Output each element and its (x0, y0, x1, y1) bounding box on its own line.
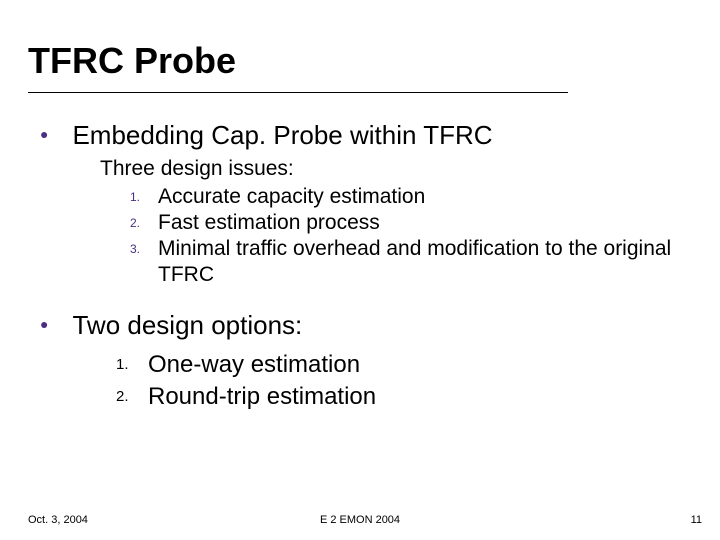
list-text: One-way estimation (148, 350, 360, 380)
list-text: Round-trip estimation (148, 382, 376, 412)
section1-heading: Embedding Cap. Probe within TFRC (72, 120, 492, 150)
section1-sublist: Three design issues: 1. Accurate capacit… (100, 156, 680, 288)
section1-intro: Three design issues: (100, 156, 680, 182)
list-number: 1. (130, 184, 158, 210)
spacer (40, 288, 680, 302)
bullet-section-2: ● Two design options: (40, 310, 680, 340)
list-number: 3. (130, 236, 158, 262)
title-underline (28, 92, 568, 93)
list-number: 2. (116, 382, 148, 412)
dot-bullet-icon: ● (40, 310, 48, 338)
list-text: Fast estimation process (158, 210, 380, 236)
list-item: 1. One-way estimation (116, 350, 680, 380)
dot-bullet-icon: ● (40, 120, 48, 148)
slide: TFRC Probe ● Embedding Cap. Probe within… (0, 0, 720, 540)
footer-page-number: 11 (691, 514, 702, 526)
bullet-section-1: ● Embedding Cap. Probe within TFRC (40, 120, 680, 150)
section2-heading: Two design options: (72, 310, 302, 340)
list-item: 1. Accurate capacity estimation (130, 184, 680, 210)
list-number: 2. (130, 210, 158, 236)
list-text: Minimal traffic overhead and modificatio… (158, 236, 680, 288)
list-text: Accurate capacity estimation (158, 184, 425, 210)
list-item: 3. Minimal traffic overhead and modifica… (130, 236, 680, 288)
list-number: 1. (116, 350, 148, 380)
section2-sublist: 1. One-way estimation 2. Round-trip esti… (116, 350, 680, 412)
slide-body: ● Embedding Cap. Probe within TFRC Three… (40, 120, 680, 414)
footer-venue: E 2 EMON 2004 (0, 514, 720, 526)
list-item: 2. Fast estimation process (130, 210, 680, 236)
slide-title: TFRC Probe (28, 40, 236, 82)
list-item: 2. Round-trip estimation (116, 382, 680, 412)
